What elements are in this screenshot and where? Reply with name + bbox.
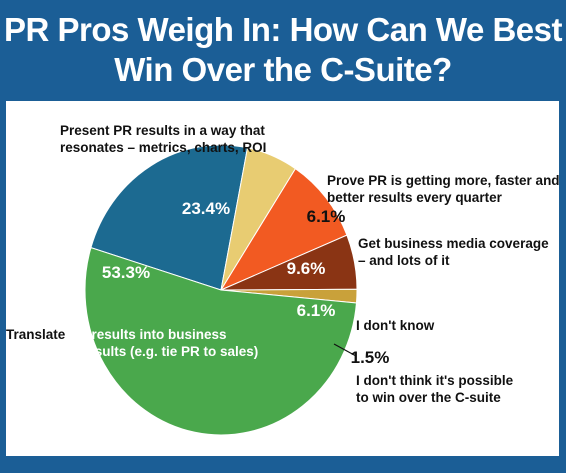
slice-value-label-5: 1.5% xyxy=(351,348,390,367)
slice-category-label-6: Translate PR results into business result… xyxy=(6,327,258,359)
slice-category-label-2: Prove PR is getting more, faster and bett… xyxy=(327,173,560,205)
chart-title: PR Pros Weigh In: How Can We Best Win Ov… xyxy=(0,0,566,100)
slice-category-label-1: Present PR results in a way that resonate… xyxy=(60,123,266,155)
leader-line xyxy=(333,343,357,357)
slice-value-label-4: 6.1% xyxy=(297,301,336,320)
title-line-2: Win Over the C-Suite? xyxy=(114,51,452,88)
title-line-1: PR Pros Weigh In: How Can We Best xyxy=(3,11,563,48)
slice-category-label-4: I don't know xyxy=(356,318,435,333)
slice-value-label-3: 9.6% xyxy=(287,259,326,278)
slice-value-label-2: 6.1% xyxy=(307,207,346,226)
slice-value-label-6: 53.3% xyxy=(102,263,150,282)
slice-category-label-3: Get business media coverage – and lots of… xyxy=(358,236,549,268)
slice-value-label-1: 23.4% xyxy=(182,199,230,218)
pie-slice-3 xyxy=(219,167,348,292)
bottom-bar xyxy=(0,456,566,473)
pie-slice-6 xyxy=(84,246,358,436)
slice-category-label-5: I don't think it's possible to win over t… xyxy=(356,373,514,405)
pie-slice-1 xyxy=(90,144,249,291)
